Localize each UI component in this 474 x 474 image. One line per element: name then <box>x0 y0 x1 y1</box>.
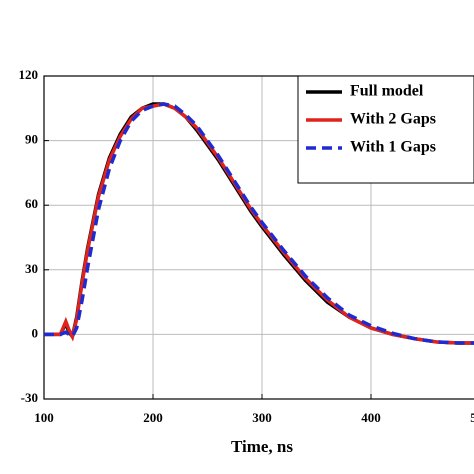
legend-box <box>297 75 474 184</box>
y-tick-label: 120 <box>19 67 39 82</box>
y-tick-label: 0 <box>32 325 39 340</box>
series-line <box>44 102 474 345</box>
x-axis-label: Time, ns <box>231 437 293 456</box>
x-tick-label: 200 <box>143 410 163 425</box>
series-line <box>44 102 474 345</box>
legend-label: With 1 Gaps <box>350 139 436 156</box>
x-tick-label: 300 <box>252 410 272 425</box>
y-tick-label: -30 <box>21 390 38 405</box>
legend-label: Full model <box>350 83 424 100</box>
y-tick-label: 90 <box>25 132 38 147</box>
plot-frame <box>43 75 474 400</box>
legend-label: With 2 Gaps <box>350 111 436 128</box>
x-tick-label: 400 <box>361 410 381 425</box>
y-tick-label: 30 <box>25 261 38 276</box>
x-tick-label: 500 <box>470 410 474 425</box>
x-tick-label: 100 <box>34 410 54 425</box>
y-tick-label: 60 <box>25 196 38 211</box>
